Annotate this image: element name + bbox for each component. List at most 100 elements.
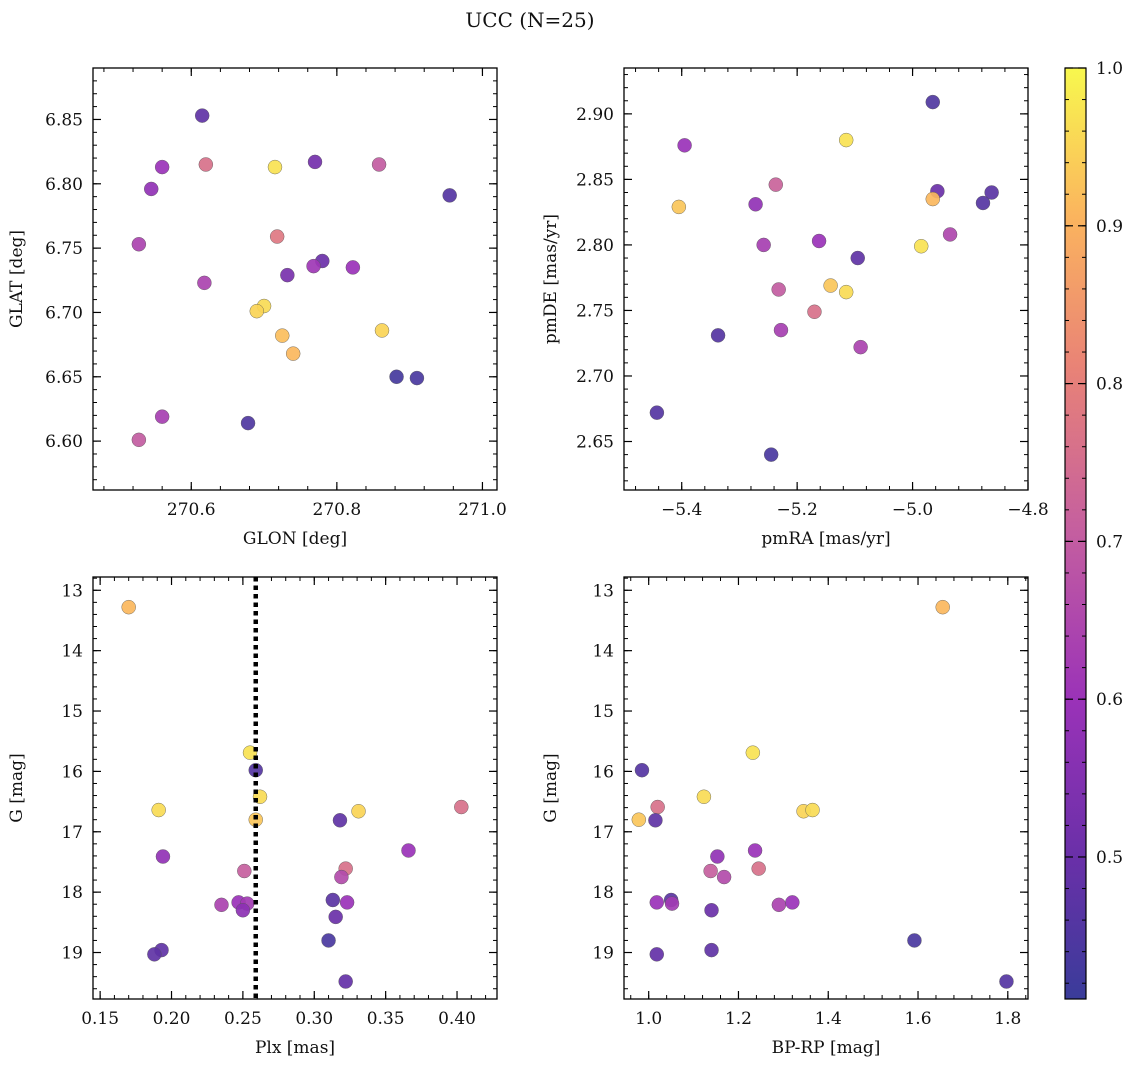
y-tick-label: 14 [61, 642, 83, 662]
data-point [454, 799, 469, 815]
data-point [634, 762, 650, 778]
y-tick-label: 14 [592, 642, 614, 662]
colorbar-tick-label: 0.5 [1096, 848, 1123, 868]
data-point [751, 861, 766, 876]
y-tick-label: 18 [592, 883, 614, 903]
y-tick-label: 2.70 [576, 367, 614, 387]
data-point [131, 432, 147, 448]
data-point [334, 869, 349, 885]
x-axis-label: GLON [deg] [243, 529, 347, 549]
x-tick-label: −4.8 [1007, 500, 1048, 520]
data-point [914, 239, 929, 254]
data-point [442, 188, 457, 203]
data-point [649, 405, 665, 420]
data-point [839, 284, 854, 300]
data-point [147, 947, 162, 962]
y-tick-label: 13 [592, 581, 614, 601]
y-tick-label: 19 [61, 944, 83, 964]
y-tick-label: 17 [61, 823, 83, 843]
x-tick-label: −5.2 [777, 500, 818, 520]
data-point [338, 974, 353, 989]
x-tick-label: 0.30 [295, 1009, 333, 1029]
colorbar-tick-label: 1.0 [1096, 59, 1123, 79]
data-point [650, 799, 665, 815]
data-point [745, 745, 761, 760]
colorbar-tick-label: 0.9 [1096, 217, 1123, 237]
data-point [237, 863, 252, 879]
data-point [155, 849, 171, 864]
x-tick-label: 0.35 [367, 1009, 405, 1029]
y-tick-label: 6.80 [45, 175, 83, 195]
y-tick-label: 6.60 [45, 432, 83, 452]
colorbar-tick-label: 0.7 [1096, 532, 1123, 552]
data-point [154, 409, 170, 424]
data-point [285, 346, 301, 361]
data-point [710, 849, 725, 864]
y-tick-label: 17 [592, 823, 614, 843]
data-point [249, 303, 264, 319]
data-point [325, 892, 341, 908]
x-tick-label: 270.8 [313, 500, 362, 520]
data-point [321, 933, 336, 948]
x-tick-label: −5.4 [661, 500, 702, 520]
data-point [151, 802, 166, 818]
y-tick-label: 2.80 [576, 236, 614, 256]
data-point [332, 813, 348, 828]
data-point [631, 812, 647, 827]
data-point [805, 802, 820, 818]
data-point [235, 903, 251, 918]
data-point [704, 942, 719, 958]
x-tick-label: 1.6 [904, 1009, 931, 1029]
y-tick-label: 19 [592, 944, 614, 964]
y-tick-label: 13 [61, 581, 83, 601]
x-tick-label: 271.0 [458, 500, 507, 520]
data-point [649, 947, 664, 962]
colorbar: 0.5 0.6 0.7 0.8 0.9 1.0 [1064, 59, 1123, 1000]
data-point [748, 197, 763, 212]
y-tick-label: 6.85 [45, 110, 83, 130]
data-point [907, 933, 922, 948]
data-point [121, 599, 136, 615]
data-point [154, 159, 170, 175]
data-point [710, 328, 726, 343]
data-point [389, 369, 404, 384]
panel-g-vs-plx: 0.15 0.20 0.25 0.30 0.35 0.40 13 14 15 16 17 18 19 Pl… [7, 576, 498, 1058]
x-tick-label: 270.6 [167, 500, 216, 520]
data-point [664, 896, 680, 911]
data-point [785, 895, 800, 910]
data-point [696, 789, 712, 804]
data-point [811, 233, 827, 249]
data-point [280, 267, 295, 283]
x-tick-label: 0.25 [224, 1009, 262, 1029]
y-tick-label: 2.85 [576, 170, 614, 190]
data-point [307, 154, 323, 170]
x-tick-label: 0.15 [81, 1009, 119, 1029]
data-point [198, 157, 214, 172]
data-point [756, 237, 771, 253]
data-point [703, 863, 718, 879]
y-axis-label: G [mag] [541, 753, 561, 822]
data-point [371, 157, 387, 172]
x-tick-label: 1.8 [994, 1009, 1021, 1029]
data-point [197, 275, 212, 291]
panel-glat-vs-glon: 270.6 270.8 271.0 6.60 6.65 6.70 6.75 6.80 6.85 G… [7, 67, 507, 549]
data-point [823, 278, 838, 293]
data-point [374, 323, 390, 338]
data-point [269, 229, 285, 244]
data-point [807, 304, 822, 319]
x-tick-label: 0.20 [153, 1009, 191, 1029]
data-point [306, 258, 321, 274]
y-tick-label: 16 [61, 762, 83, 782]
y-axis-label: GLAT [deg] [7, 230, 27, 328]
x-axis-label: pmRA [mas/yr] [761, 529, 890, 549]
x-axis-label: BP-RP [mag] [772, 1038, 881, 1058]
y-tick-label: 15 [61, 702, 83, 722]
data-point [975, 195, 991, 211]
y-tick-label: 6.75 [45, 239, 83, 259]
panel-g-vs-bprp: 1.0 1.2 1.4 1.6 1.8 13 14 15 16 17 18 19 BP-RP [mag]… [541, 576, 1029, 1058]
y-tick-label: 2.75 [576, 301, 614, 321]
y-tick-label: 2.90 [576, 105, 614, 125]
y-tick-label: 6.70 [45, 303, 83, 323]
figure-title: UCC (N=25) [465, 8, 595, 32]
